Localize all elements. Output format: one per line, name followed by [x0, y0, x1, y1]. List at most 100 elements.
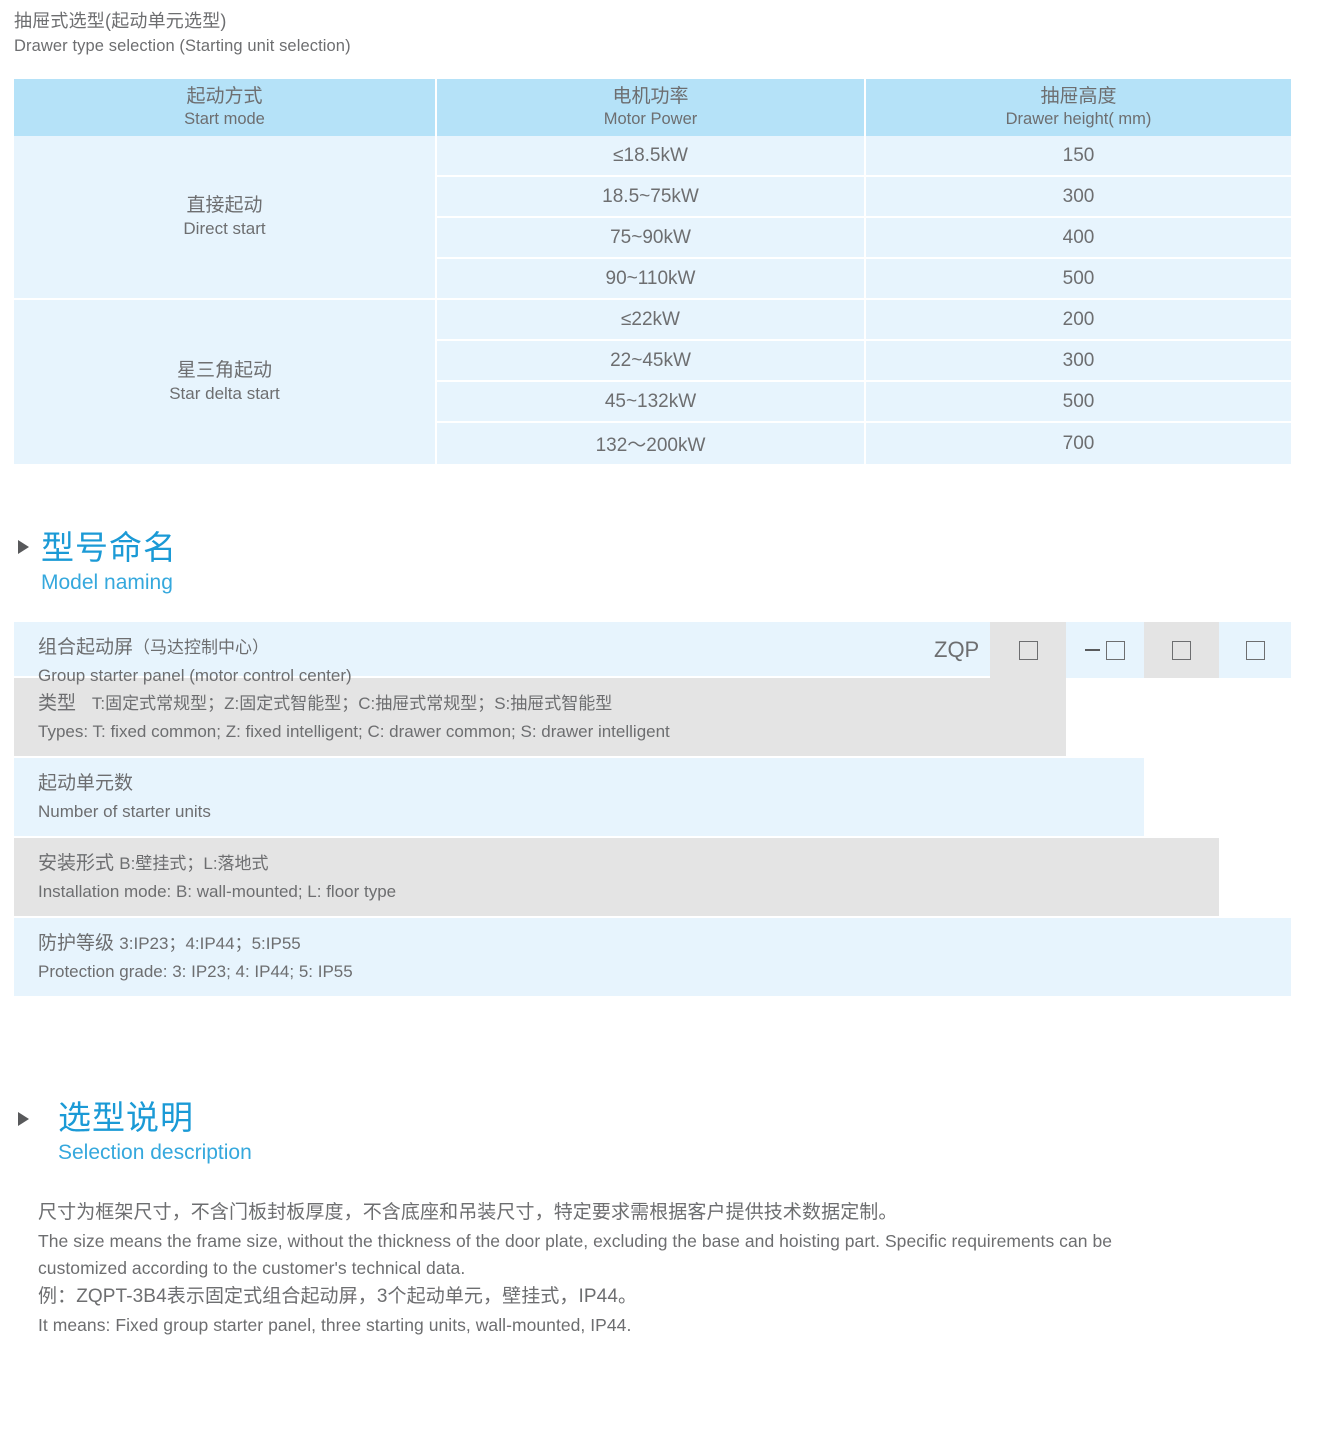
- table-body: 直接起动 Direct start ≤18.5kW 150 18.5~75kW …: [14, 136, 1291, 464]
- description-en-line-1: The size means the frame size, without t…: [38, 1231, 1113, 1251]
- motor-power-cell: 132～200kW: [437, 423, 866, 464]
- table-row: 75~90kW 400: [14, 218, 1291, 259]
- naming-row-band: [14, 758, 1144, 836]
- start-mode-en: Star delta start: [169, 384, 280, 404]
- column-header-drawer-height: 抽屉高度 Drawer height( mm): [866, 79, 1291, 136]
- naming-row-cn-sub: T:固定式常规型；Z:固定式智能型；C:抽屉式常规型；S:抽屉式智能型: [91, 694, 613, 713]
- naming-row-cn-sub: 3:IP23；4:IP44；5:IP55: [119, 934, 301, 953]
- start-mode-en: Direct start: [183, 219, 266, 239]
- table-row: 直接起动 Direct start ≤18.5kW 150: [14, 136, 1291, 300]
- naming-row-text: 防护等级 3:IP23；4:IP44；5:IP55 Protection gra…: [14, 918, 1291, 996]
- code-box-type-cell: [990, 622, 1066, 678]
- drawer-height-cell: 300: [866, 341, 1291, 382]
- start-mode-cn: 星三角起动: [176, 359, 272, 381]
- naming-row-cn-main: 防护等级: [38, 933, 115, 954]
- column-header-motor-power-cn: 电机功率: [612, 86, 689, 108]
- code-box-protection-cell: [1219, 622, 1291, 678]
- motor-power-cell: 45~132kW: [437, 382, 866, 423]
- caption-cn: 抽屉式选型(起动单元选型): [14, 11, 227, 31]
- code-box-units-icon: [1106, 640, 1125, 660]
- code-box-protection-icon: [1245, 640, 1265, 660]
- model-naming-heading-en: Model naming: [41, 571, 173, 594]
- description-en-line-2: customized according to the customer's t…: [38, 1258, 466, 1278]
- code-box-units-cell: [1066, 622, 1144, 678]
- naming-row-protection: 防护等级 3:IP23；4:IP44；5:IP55 Protection gra…: [14, 918, 1291, 996]
- table-row: 45~132kW 500: [14, 382, 1291, 423]
- table-row: 22~45kW 300: [14, 341, 1291, 382]
- drawer-height-cell: 400: [866, 218, 1291, 259]
- drawer-height-cell: 150: [866, 136, 1291, 177]
- code-box-type-icon: [1018, 640, 1038, 660]
- table-row: 90~110kW 500: [14, 259, 1291, 300]
- naming-row-installation: 安装形式 B:壁挂式；L:落地式 Installation mode: B: w…: [14, 838, 1291, 918]
- naming-row-cn: 起动单元数: [38, 769, 1291, 798]
- naming-row-en: Number of starter units: [38, 802, 211, 821]
- naming-row-cn: 安装形式 B:壁挂式；L:落地式: [38, 849, 1291, 878]
- naming-row-en: Types: T: fixed common; Z: fixed intelli…: [38, 722, 670, 741]
- table-row: 18.5~75kW 300: [14, 177, 1291, 218]
- section-heading-model-naming: 型号命名 Model naming: [18, 528, 177, 598]
- motor-power-cell: 90~110kW: [437, 259, 866, 300]
- caption-en: Drawer type selection (Starting unit sel…: [14, 37, 351, 55]
- drawer-height-cell: 200: [866, 300, 1291, 341]
- naming-row-cn-main: 起动单元数: [38, 773, 134, 794]
- description-cn-line-1: 尺寸为框架尺寸，不含门板封板厚度，不含底座和吊装尺寸，特定要求需根据客户提供技术…: [38, 1202, 898, 1223]
- drawer-height-cell: 700: [866, 423, 1291, 464]
- column-header-drawer-height-cn: 抽屉高度: [1040, 86, 1117, 108]
- naming-row-en: Group starter panel (motor control cente…: [38, 666, 352, 685]
- start-mode-cn: 直接起动: [186, 194, 263, 216]
- naming-row-text: 安装形式 B:壁挂式；L:落地式 Installation mode: B: w…: [14, 838, 1291, 916]
- table-row: 132～200kW 700: [14, 423, 1291, 464]
- naming-row-band: [14, 838, 1219, 916]
- motor-power-cell: 75~90kW: [437, 218, 866, 259]
- section-heading-selection-description: 选型说明 Selection description: [18, 1098, 252, 1168]
- naming-row-band: [14, 918, 1291, 996]
- description-example-en: It means: Fixed group starter panel, thr…: [38, 1315, 632, 1335]
- column-header-start-mode: 起动方式 Start mode: [14, 79, 437, 136]
- column-header-motor-power: 电机功率 Motor Power: [437, 79, 866, 136]
- column-header-motor-power-en: Motor Power: [603, 110, 698, 129]
- column-header-drawer-height-en: Drawer height( mm): [1005, 110, 1152, 129]
- naming-row-en: Protection grade: 3: IP23; 4: IP44; 5: I…: [38, 962, 353, 981]
- column-header-start-mode-en: Start mode: [184, 110, 265, 129]
- naming-row-cn: 防护等级 3:IP23；4:IP44；5:IP55: [38, 929, 1291, 958]
- naming-row-cn-main: 类型: [38, 693, 77, 714]
- model-code-boxes: [990, 622, 1291, 678]
- naming-row-band: [14, 622, 990, 676]
- description-example-cn: 例：ZQPT-3B4表示固定式组合起动屏，3个起动单元，壁挂式，IP44。: [38, 1286, 638, 1307]
- model-naming-heading-cn: 型号命名: [41, 529, 177, 566]
- triangle-marker-icon: [18, 1112, 29, 1126]
- selection-heading-cn: 选型说明: [58, 1099, 194, 1136]
- naming-row-cn: 类型 T:固定式常规型；Z:固定式智能型；C:抽屉式常规型；S:抽屉式智能型: [38, 689, 1291, 718]
- motor-power-cell: 18.5~75kW: [437, 177, 866, 218]
- naming-row-starter-units: 起动单元数 Number of starter units: [14, 758, 1291, 838]
- naming-row-cn-main: 组合起动屏: [38, 637, 134, 658]
- motor-power-cell: 22~45kW: [437, 341, 866, 382]
- table-row: 星三角起动 Star delta start ≤22kW 200: [14, 300, 1291, 464]
- drawer-height-cell: 500: [866, 382, 1291, 423]
- code-box-installation-icon: [1172, 640, 1191, 660]
- motor-power-cell: ≤22kW: [437, 300, 866, 341]
- motor-power-cell: ≤18.5kW: [437, 136, 866, 177]
- start-mode-cell-direct: 直接起动 Direct start: [14, 136, 437, 300]
- drawer-selection-caption: 抽屉式选型(起动单元选型) Drawer type selection (Sta…: [14, 8, 814, 58]
- selection-heading-en: Selection description: [58, 1141, 252, 1164]
- drawer-selection-table: 起动方式 Start mode 电机功率 Motor Power 抽屉高度 Dr…: [14, 79, 1291, 464]
- model-naming-diagram: 组合起动屏（马达控制中心） Group starter panel (motor…: [14, 622, 1291, 996]
- model-code-prefix: ZQP: [934, 637, 980, 662]
- naming-row-cn-sub: （马达控制中心）: [133, 638, 270, 657]
- naming-row-text: 组合起动屏（马达控制中心） Group starter panel (motor…: [14, 622, 1291, 700]
- table-header-row: 起动方式 Start mode 电机功率 Motor Power 抽屉高度 Dr…: [14, 79, 1291, 136]
- naming-row-band: [14, 678, 1066, 756]
- naming-row-product: 组合起动屏（马达控制中心） Group starter panel (motor…: [14, 622, 1291, 685]
- selection-description-body: 尺寸为框架尺寸，不含门板封板厚度，不含底座和吊装尺寸，特定要求需根据客户提供技术…: [38, 1198, 1294, 1339]
- drawer-height-cell: 300: [866, 177, 1291, 218]
- code-box-installation-cell: [1144, 622, 1219, 678]
- drawer-height-cell: 500: [866, 259, 1291, 300]
- table-header: 起动方式 Start mode 电机功率 Motor Power 抽屉高度 Dr…: [14, 79, 1291, 136]
- start-mode-cell-star-delta: 星三角起动 Star delta start: [14, 300, 437, 464]
- column-header-start-mode-cn: 起动方式: [186, 86, 263, 108]
- naming-row-cn-main: 安装形式: [38, 853, 115, 874]
- naming-row-text: 类型 T:固定式常规型；Z:固定式智能型；C:抽屉式常规型；S:抽屉式智能型 T…: [14, 678, 1291, 756]
- dash-separator-icon: [1085, 649, 1100, 651]
